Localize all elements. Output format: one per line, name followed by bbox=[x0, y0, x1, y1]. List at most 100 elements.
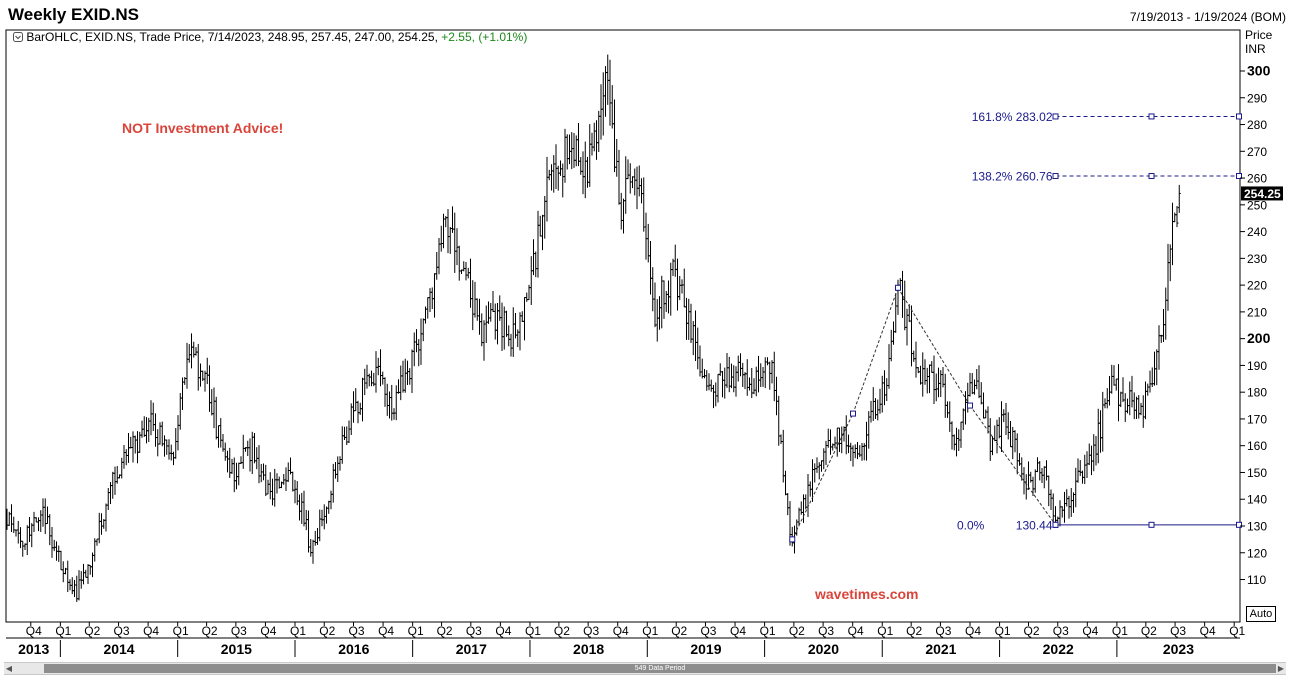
ohlc-bar bbox=[453, 212, 457, 273]
fib-level-label: 161.8% 283.02 bbox=[972, 110, 1053, 124]
ohlc-bar bbox=[70, 577, 74, 595]
ohlc-bar bbox=[669, 262, 673, 316]
ohlc-bar bbox=[761, 367, 765, 387]
info-line: BarOHLC, EXID.NS, Trade Price, 7/14/2023… bbox=[13, 30, 527, 44]
ohlc-bar bbox=[550, 164, 553, 191]
time-scrollbar[interactable]: ◀ 549 Data Period ▶ bbox=[4, 662, 1286, 675]
y-tick-label: 140 bbox=[1247, 493, 1267, 507]
quarter-label: Q1 bbox=[760, 624, 776, 638]
ohlc-bar bbox=[498, 295, 502, 321]
ohlc-bar bbox=[259, 463, 263, 483]
data-period-label: 549 Data Period bbox=[634, 665, 686, 672]
chart-menu-icon[interactable] bbox=[13, 32, 23, 42]
ohlc-bar bbox=[581, 151, 585, 195]
ohlc-bar bbox=[592, 122, 596, 152]
ohlc-bar bbox=[311, 539, 315, 564]
ohlc-bar bbox=[817, 462, 821, 480]
ohlc-bar bbox=[703, 369, 706, 379]
currency-label: INR bbox=[1245, 42, 1266, 56]
ohlc-bar bbox=[19, 527, 22, 549]
year-label: 2023 bbox=[1163, 641, 1194, 657]
ohlc-bar bbox=[655, 299, 659, 342]
ohlc-bar bbox=[725, 352, 729, 388]
ohlc-bar bbox=[77, 570, 81, 601]
ohlc-bar bbox=[856, 442, 859, 460]
ohlc-bar bbox=[928, 364, 931, 394]
ohlc-bar bbox=[327, 500, 331, 514]
ohlc-bar bbox=[347, 420, 351, 443]
ohlc-bar bbox=[786, 492, 790, 516]
ohlc-bar bbox=[887, 344, 891, 389]
ohlc-bar bbox=[608, 59, 612, 126]
ohlc-bar bbox=[1157, 325, 1161, 370]
ohlc-bar bbox=[383, 377, 387, 407]
ohlc-bar bbox=[340, 426, 344, 464]
scroll-left-arrow-icon[interactable]: ◀ bbox=[5, 664, 13, 673]
ohlc-bar bbox=[493, 303, 497, 340]
quarter-label: Q3 bbox=[231, 624, 247, 638]
ohlc-bar bbox=[653, 282, 657, 328]
ohlc-bar bbox=[223, 442, 227, 461]
ohlc-bar bbox=[644, 212, 648, 260]
fib-level: 0.0% 130.44 bbox=[957, 518, 1242, 532]
year-label: 2016 bbox=[338, 641, 369, 657]
ohlc-bar bbox=[437, 238, 441, 275]
ohlc-bar bbox=[709, 379, 713, 392]
ohlc-bar bbox=[1119, 391, 1123, 408]
quarter-label: Q1 bbox=[290, 624, 306, 638]
ohlc-bar bbox=[518, 312, 522, 351]
quarter-label: Q4 bbox=[1200, 624, 1216, 638]
ohlc-bar bbox=[385, 383, 389, 416]
ohlc-bar bbox=[979, 382, 983, 405]
ohlc-bar bbox=[97, 512, 101, 544]
ohlc-bar bbox=[313, 530, 317, 546]
ohlc-bar bbox=[1132, 392, 1136, 420]
ohlc-bar bbox=[943, 373, 947, 418]
ohlc-bar bbox=[480, 313, 484, 347]
ohlc-bar bbox=[439, 225, 443, 252]
ohlc-bar bbox=[1175, 206, 1179, 228]
ohlc-bar bbox=[115, 466, 119, 484]
quarter-label: Q2 bbox=[906, 624, 922, 638]
ohlc-bar bbox=[68, 579, 72, 591]
info-change: +2.55, (+1.01%) bbox=[441, 30, 528, 44]
y-tick-label: 120 bbox=[1247, 546, 1267, 560]
fib-anchor bbox=[1236, 173, 1242, 180]
scroll-thumb[interactable]: 549 Data Period bbox=[44, 664, 1276, 673]
price-bars bbox=[5, 54, 1181, 602]
ohlc-bar bbox=[885, 378, 889, 401]
ohlc-bar bbox=[662, 280, 666, 319]
ohlc-bar bbox=[154, 413, 157, 447]
y-tick-label: 230 bbox=[1247, 252, 1267, 266]
quarter-label: Q3 bbox=[114, 624, 130, 638]
ohlc-bar bbox=[471, 280, 475, 331]
y-tick-label: 290 bbox=[1247, 91, 1267, 105]
ohlc-bar bbox=[707, 373, 711, 391]
ohlc-bar bbox=[50, 526, 54, 558]
fib-anchor bbox=[1052, 113, 1059, 120]
auto-scale-button[interactable]: Auto bbox=[1246, 606, 1276, 622]
ohlc-bar bbox=[849, 442, 853, 462]
scroll-right-arrow-icon[interactable]: ▶ bbox=[1277, 664, 1285, 673]
ohlc-bar bbox=[509, 333, 513, 357]
ohlc-bar bbox=[824, 440, 828, 465]
y-tick-label: 160 bbox=[1247, 439, 1267, 453]
ohlc-bar bbox=[676, 258, 679, 311]
quarter-label: Q4 bbox=[143, 624, 159, 638]
plot-frame bbox=[5, 29, 1241, 623]
last-price-marker: 254.25 bbox=[1241, 186, 1283, 201]
ohlc-bar bbox=[759, 363, 763, 387]
ohlc-bar bbox=[192, 341, 196, 358]
ohlc-bar bbox=[365, 364, 369, 389]
ohlc-bar bbox=[579, 157, 583, 175]
ohlc-bar bbox=[687, 298, 691, 340]
ohlc-bar bbox=[577, 123, 580, 167]
ohlc-bar bbox=[552, 155, 556, 193]
ohlc-bar bbox=[1141, 395, 1145, 428]
ohlc-bar bbox=[208, 365, 211, 412]
ohlc-bar bbox=[743, 372, 747, 390]
ohlc-bar bbox=[1166, 243, 1170, 311]
ohlc-bar bbox=[421, 318, 425, 342]
ohlc-bar bbox=[57, 545, 61, 562]
